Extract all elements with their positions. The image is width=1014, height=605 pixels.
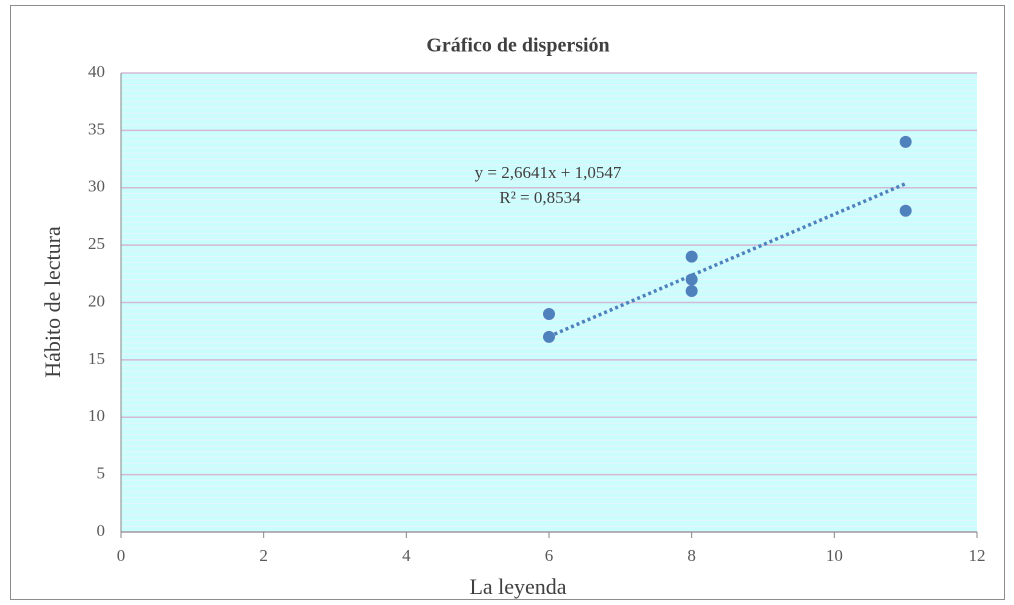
point	[899, 135, 912, 148]
y-tick-label: 35	[88, 119, 105, 138]
y-tick-label: 30	[88, 177, 105, 196]
x-axis-title: La leyenda	[469, 574, 566, 599]
y-tick-label: 0	[97, 521, 106, 540]
point	[685, 250, 698, 263]
x-tick-label: 4	[402, 546, 411, 565]
point	[899, 204, 912, 217]
y-tick-label: 20	[88, 291, 105, 310]
y-tick-label: 25	[88, 234, 105, 253]
point	[543, 330, 555, 343]
y-tick-label: 5	[97, 464, 106, 483]
trendline	[548, 182, 907, 339]
chart-title: Gráfico de dispersión	[426, 35, 609, 57]
x-tick-label: 2	[259, 546, 268, 565]
y-tick-label: 10	[88, 406, 105, 425]
x-tick-label: 8	[687, 546, 696, 565]
point	[543, 307, 555, 320]
x-tick-label: 6	[545, 546, 554, 565]
trendline-r-squared: R² = 0,8534	[499, 188, 581, 207]
x-tick-label: 12	[969, 546, 986, 565]
x-tick-label: 10	[826, 546, 843, 565]
trendline-equation: y = 2,6641x + 1,0547	[475, 163, 622, 182]
point	[685, 285, 698, 298]
y-tick-label: 15	[88, 349, 105, 368]
y-tick-label: 40	[88, 62, 105, 81]
y-axis-title: Hábito de lectura	[40, 226, 65, 378]
point	[685, 273, 698, 286]
x-tick-label: 0	[117, 546, 126, 565]
